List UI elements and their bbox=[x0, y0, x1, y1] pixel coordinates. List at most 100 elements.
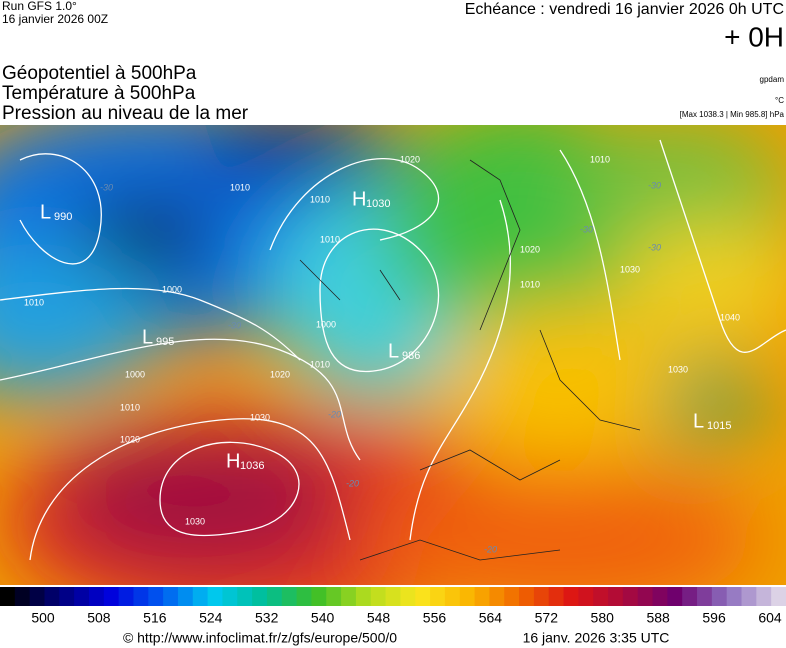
isotherm-label: -20 bbox=[346, 478, 359, 488]
colorbar-swatch bbox=[415, 587, 431, 606]
colorbar-label: 532 bbox=[255, 610, 279, 626]
colorbar-swatch bbox=[726, 587, 743, 606]
title: Température à 500hPa bbox=[2, 83, 196, 104]
colorbar-swatch bbox=[652, 587, 668, 606]
maxmin: [Max 1038.3 | Min 985.8] hPa bbox=[680, 110, 785, 119]
echeance: Echéance : vendredi 16 janvier 2026 0h U… bbox=[465, 1, 784, 18]
isobar-label: 1010 bbox=[230, 182, 250, 192]
colorbar-swatch bbox=[370, 587, 387, 606]
colorbar-swatch bbox=[207, 587, 223, 606]
colorbar-swatch bbox=[296, 587, 312, 606]
colorbar-label: 500 bbox=[31, 610, 55, 626]
pressure-center-value: 995 bbox=[156, 336, 174, 348]
isotherm-label: -30 bbox=[580, 224, 593, 234]
isobar-label: 1010 bbox=[24, 297, 44, 307]
colorbar-label: 572 bbox=[535, 610, 559, 626]
colorbar-swatch bbox=[103, 587, 120, 606]
unit: °C bbox=[775, 96, 784, 105]
colorbar-swatch bbox=[163, 587, 179, 606]
colorbar-swatch bbox=[355, 587, 372, 606]
run: Run GFS 1.0° bbox=[2, 0, 77, 13]
colorbar-swatch bbox=[489, 587, 505, 606]
isobar-label: 1010 bbox=[310, 359, 330, 369]
colorbar-label: 588 bbox=[646, 610, 670, 626]
colorbar-swatch bbox=[533, 587, 550, 606]
colorbar-swatch bbox=[341, 587, 357, 606]
unit: gpdam bbox=[760, 75, 785, 84]
isobar-label: 1010 bbox=[520, 279, 540, 289]
isobar-label: 1020 bbox=[520, 244, 540, 254]
colorbar-swatch bbox=[326, 587, 342, 606]
colorbar-swatch bbox=[252, 587, 268, 606]
colorbar-swatch bbox=[430, 587, 446, 606]
pressure-center-value: 986 bbox=[402, 350, 420, 362]
pressure-center-letter: L bbox=[693, 410, 704, 432]
colorbar-swatch bbox=[281, 587, 298, 606]
isobar-label: 1020 bbox=[400, 154, 420, 164]
colorbar-swatch bbox=[88, 587, 105, 606]
isotherm-label: -30 bbox=[648, 180, 661, 190]
colorbar-swatch bbox=[682, 587, 698, 606]
colorbar-swatch bbox=[637, 587, 654, 606]
colorbar-swatch bbox=[148, 587, 164, 606]
title: Géopotentiel à 500hPa bbox=[2, 63, 197, 84]
colorbar-swatch bbox=[697, 587, 713, 606]
colorbar-swatch bbox=[14, 587, 31, 606]
isotherm-label: -30 bbox=[228, 320, 241, 330]
pressure-center-letter: L bbox=[40, 201, 51, 223]
colorbar-label: 580 bbox=[591, 610, 615, 626]
colorbar-swatch bbox=[504, 587, 520, 606]
isotherm-label: -30 bbox=[648, 242, 661, 252]
pressure-center-letter: L bbox=[388, 340, 399, 362]
colorbar-swatch bbox=[459, 587, 476, 606]
colorbar-swatch bbox=[578, 587, 594, 606]
pressure-center-value: 1030 bbox=[366, 198, 390, 210]
colorbar-swatch bbox=[756, 587, 772, 606]
colorbar-swatch bbox=[59, 587, 75, 606]
colorbar-swatch bbox=[385, 587, 401, 606]
isobar-label: 1010 bbox=[590, 154, 610, 164]
colorbar-swatch bbox=[192, 587, 209, 606]
colorbar-swatch bbox=[608, 587, 624, 606]
pressure-center-letter: H bbox=[226, 450, 240, 472]
run-date: 16 janvier 2026 00Z bbox=[2, 12, 108, 26]
colorbar-label: 596 bbox=[702, 610, 726, 626]
colorbar-swatch bbox=[548, 587, 565, 606]
colorbar-swatch bbox=[593, 587, 609, 606]
isobar-label: 1000 bbox=[316, 319, 336, 329]
colorbar-swatch bbox=[563, 587, 579, 606]
isobar-label: 1030 bbox=[250, 412, 270, 422]
pressure-center-value: 1015 bbox=[707, 420, 731, 432]
isobar-label: 1040 bbox=[720, 312, 740, 322]
isobar-label: 1010 bbox=[120, 402, 140, 412]
colorbar-swatch bbox=[519, 587, 535, 606]
colorbar-swatch bbox=[667, 587, 683, 606]
colorbar-swatch bbox=[133, 587, 149, 606]
colorbar-swatch bbox=[741, 587, 757, 606]
colorbar-swatch bbox=[222, 587, 238, 606]
colorbar-swatch bbox=[400, 587, 416, 606]
isotherm-label: -20 bbox=[328, 409, 341, 419]
colorbar-swatch bbox=[118, 587, 134, 606]
isotherm-label: -30 bbox=[100, 182, 113, 192]
pressure-center-value: 990 bbox=[54, 211, 72, 223]
footer-url: © http://www.infoclimat.fr/z/gfs/europe/… bbox=[123, 630, 397, 646]
pressure-center-letter: L bbox=[142, 326, 153, 348]
colorbar-label: 564 bbox=[479, 610, 503, 626]
title: Pression au niveau de la mer bbox=[2, 103, 249, 124]
colorbar-label: 516 bbox=[143, 610, 167, 626]
colorbar-swatch bbox=[29, 587, 45, 606]
isobar-label: 1010 bbox=[310, 194, 330, 204]
pressure-center-value: 1036 bbox=[240, 460, 264, 472]
isobar-label: 1000 bbox=[125, 369, 145, 379]
colorbar-label: 508 bbox=[87, 610, 111, 626]
pressure-center-letter: H bbox=[352, 188, 366, 210]
colorbar-label: 604 bbox=[758, 610, 782, 626]
colorbar-label: 524 bbox=[199, 610, 223, 626]
colorbar: 500 508 516 524 532 540 548 556 564 572 580 588 596 6… bbox=[0, 587, 786, 626]
footer-time: 16 janv. 2026 3:35 UTC bbox=[523, 630, 670, 646]
colorbar-swatch bbox=[444, 587, 461, 606]
colorbar-swatch bbox=[44, 587, 60, 606]
